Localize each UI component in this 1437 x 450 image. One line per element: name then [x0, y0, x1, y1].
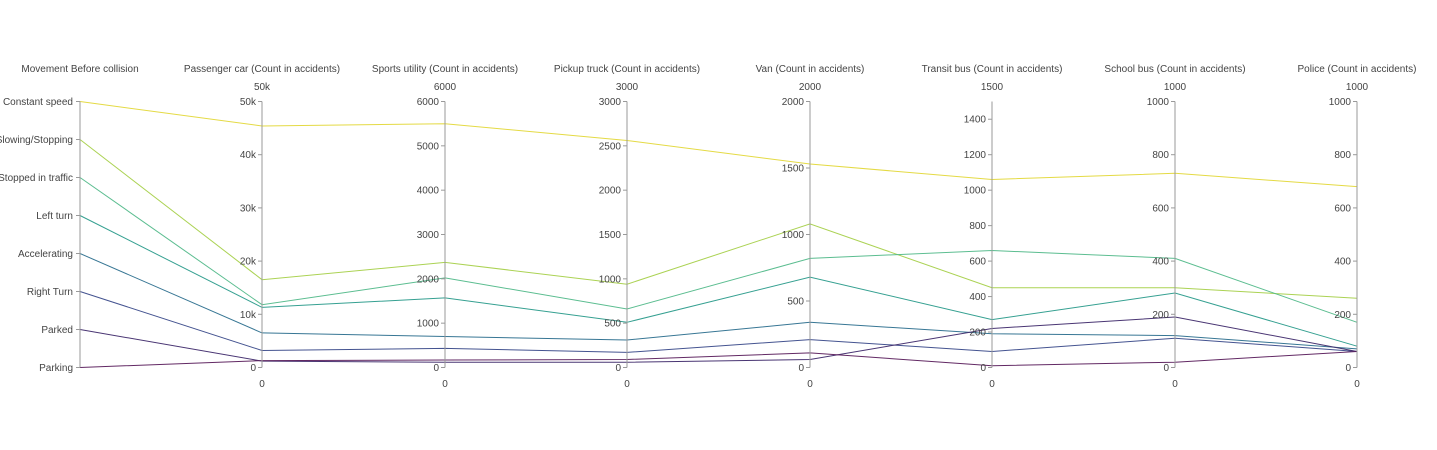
tick-label: 0 [615, 363, 621, 374]
category-label: Parked [41, 325, 73, 336]
axis-title: Pickup truck (Count in accidents) [554, 64, 700, 75]
tick-label: 2000 [599, 186, 622, 197]
axis-5[interactable]: Van (Count in accidents) 0 500 1000 1500 2000… [756, 64, 865, 390]
series-lines-layer [79, 101, 1358, 368]
category-label: Slowing/Stopping [0, 135, 73, 146]
tick-label: 200 [969, 328, 986, 339]
category-label: Parking [39, 363, 73, 374]
tick-label: 3000 [599, 97, 622, 108]
axis-title: Transit bus (Count in accidents) [922, 64, 1063, 75]
tick-label: 1000 [1147, 97, 1170, 108]
tick-label: 1000 [964, 186, 987, 197]
axis-4[interactable]: Pickup truck (Count in accidents) 0 500 100… [554, 64, 700, 390]
range-min-label: 0 [624, 379, 630, 390]
range-min-label: 0 [989, 379, 995, 390]
axis-1[interactable]: Movement Before collision Constant speed S… [0, 64, 139, 374]
range-min-label: 0 [259, 379, 265, 390]
tick-label: 1000 [417, 319, 440, 330]
axes-layer: Movement Before collision Constant speed S… [0, 64, 1416, 390]
tick-label: 1000 [1329, 97, 1352, 108]
range-max-label: 1500 [981, 82, 1004, 93]
axis-8[interactable]: Police (Count in accidents) 0 200 400 600 800… [1298, 64, 1417, 390]
series-line-parked [79, 316, 1358, 363]
tick-label: 0 [980, 363, 986, 374]
range-max-label: 1000 [1164, 82, 1187, 93]
axis-title: Passenger car (Count in accidents) [184, 64, 340, 75]
series-line-parking [79, 351, 1358, 368]
tick-label: 400 [969, 292, 986, 303]
tick-label: 0 [798, 363, 804, 374]
category-label: Stopped in traffic [0, 173, 73, 184]
category-label: Constant speed [3, 97, 73, 108]
tick-label: 10k [240, 310, 257, 321]
axis-title: Van (Count in accidents) [756, 64, 865, 75]
range-max-label: 1000 [1346, 82, 1369, 93]
tick-label: 400 [1334, 257, 1351, 268]
tick-label: 20k [240, 257, 257, 268]
series-line-left-turn [79, 215, 1358, 347]
tick-label: 50k [240, 97, 257, 108]
tick-label: 5000 [417, 141, 440, 152]
tick-label: 500 [604, 319, 621, 330]
tick-label: 800 [1152, 150, 1169, 161]
tick-label: 40k [240, 150, 257, 161]
axis-6[interactable]: Transit bus (Count in accidents) 0 200 400 6… [922, 64, 1063, 390]
series-line-stopped-in-traffic [79, 177, 1358, 323]
range-max-label: 6000 [434, 82, 457, 93]
tick-label: 2000 [782, 97, 805, 108]
range-min-label: 0 [1354, 379, 1360, 390]
tick-label: 1000 [782, 230, 805, 241]
tick-label: 1400 [964, 115, 987, 126]
tick-label: 4000 [417, 186, 440, 197]
series-line-right-turn [79, 291, 1358, 353]
tick-label: 200 [1334, 310, 1351, 321]
tick-label: 2000 [417, 274, 440, 285]
tick-label: 600 [1334, 203, 1351, 214]
axis-title: Sports utility (Count in accidents) [372, 64, 518, 75]
category-label: Left turn [36, 211, 73, 222]
series-line-slowing-stopping [79, 139, 1358, 299]
tick-label: 1500 [599, 230, 622, 241]
category-label: Accelerating [18, 249, 73, 260]
tick-label: 6000 [417, 97, 440, 108]
range-min-label: 0 [442, 379, 448, 390]
tick-label: 0 [433, 363, 439, 374]
tick-label: 500 [787, 297, 804, 308]
tick-label: 600 [1152, 203, 1169, 214]
tick-label: 1200 [964, 150, 987, 161]
range-max-label: 50k [254, 82, 271, 93]
tick-label: 0 [1345, 363, 1351, 374]
series-line-constant-speed [79, 101, 1358, 188]
tick-label: 400 [1152, 257, 1169, 268]
tick-label: 3000 [417, 230, 440, 241]
tick-label: 0 [250, 363, 256, 374]
axis-title: School bus (Count in accidents) [1104, 64, 1245, 75]
axis-3[interactable]: Sports utility (Count in accidents) 0 1000… [372, 64, 518, 390]
range-min-label: 0 [807, 379, 813, 390]
axis-7[interactable]: School bus (Count in accidents) 0 200 400 60… [1104, 64, 1245, 390]
tick-label: 800 [969, 221, 986, 232]
axis-title: Police (Count in accidents) [1298, 64, 1417, 75]
category-label: Right Turn [27, 287, 73, 298]
tick-label: 0 [1163, 363, 1169, 374]
tick-label: 1000 [599, 274, 622, 285]
range-min-label: 0 [1172, 379, 1178, 390]
tick-label: 200 [1152, 310, 1169, 321]
axis-title: Movement Before collision [21, 64, 138, 75]
range-max-label: 3000 [616, 82, 639, 93]
tick-label: 1500 [782, 164, 805, 175]
tick-label: 2500 [599, 141, 622, 152]
tick-label: 30k [240, 203, 257, 214]
axis-2[interactable]: Passenger car (Count in accidents) 0 10k 20… [184, 64, 340, 390]
series-line-accelerating [79, 253, 1358, 350]
range-max-label: 2000 [799, 82, 822, 93]
tick-label: 800 [1334, 150, 1351, 161]
tick-label: 600 [969, 257, 986, 268]
